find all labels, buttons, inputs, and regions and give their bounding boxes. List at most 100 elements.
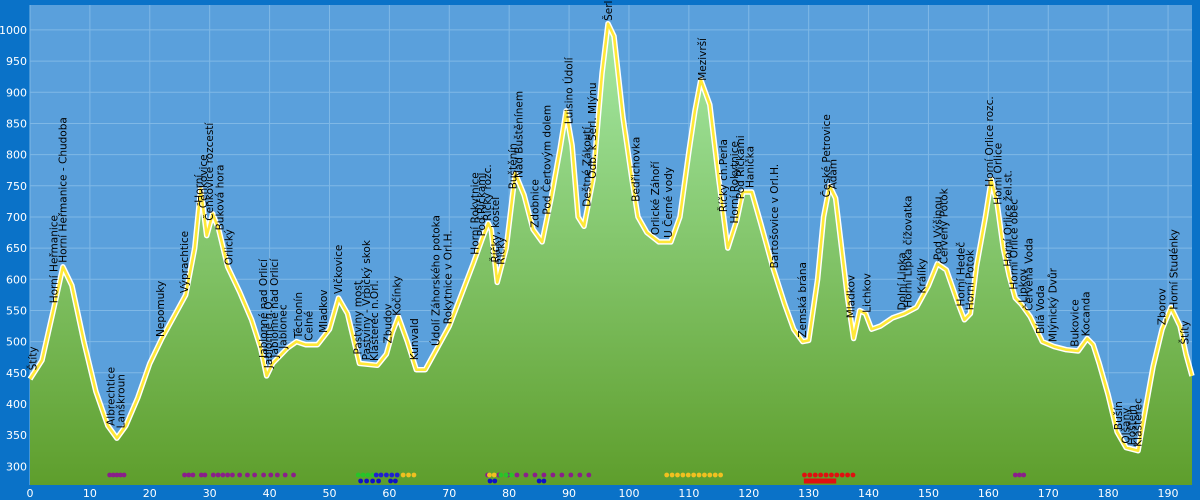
bottom-markers [107,472,1027,484]
place-label: Odb. k Šerl. Mlýnu [586,82,599,178]
marker-dot [376,478,381,484]
place-label: Lipkov [1018,269,1030,303]
marker-dot [230,472,235,478]
y-axis: 300 350 400 450 500 550 600 650 700 750 800 850 900 9… [0,24,27,473]
x-tick-label: 70 [442,487,456,500]
place-label: Štíty [27,346,40,370]
y-tick-label: 650 [6,242,27,255]
x-tick-label: 120 [738,487,759,500]
marker-dot [110,472,116,478]
place-label: Zbudov [383,304,395,344]
marker-dot [487,478,493,484]
place-label: Pod Čertovým dolem [540,105,553,215]
marker-dot [237,472,243,478]
place-label: Orlický [223,229,235,265]
marker-dot [818,472,824,478]
marker-dot [586,472,592,478]
x-tick-label: 180 [1098,487,1119,500]
place-label: Pod Říčkami [475,173,488,237]
place-label: Údolí Záhorského potoka [430,215,443,346]
place-label: Říčky rozc. [481,164,494,220]
marker-dot [220,472,226,478]
marker-dot [541,472,547,478]
x-tick-label: 160 [978,487,999,500]
place-label: Horní Studénky [1169,229,1181,310]
place-label: Jablonné n.O. [263,298,275,369]
place-label: Kočínky [392,276,404,316]
marker-dot [358,478,364,484]
place-label: Těchonín [293,292,305,339]
marker-dot [664,472,670,478]
marker-dot [114,472,120,478]
marker-dot [680,472,686,478]
marker-dot [252,472,258,478]
marker-dot [839,472,845,478]
marker-dot [186,472,192,478]
marker-dot [1021,472,1027,478]
place-label: Výprachtice [179,231,191,293]
marker-dot [261,472,266,478]
marker-dot [503,472,509,478]
x-tick-label: 40 [263,487,277,500]
place-label: Klášterec n.Orl. [369,280,381,361]
place-label: Adam [828,159,840,189]
y-tick-label: 350 [6,429,27,442]
marker-dot [675,472,680,478]
place-label: Zemská brána [797,262,809,338]
place-label: Pastviny - Vrbičký skok [361,239,373,360]
marker-dot [225,472,231,478]
marker-dot [559,472,565,478]
marker-dot [696,472,702,478]
marker-dot [364,478,370,484]
marker-dot [491,472,497,478]
place-label: Červený Potok [938,187,951,264]
y-tick-label: 800 [6,149,27,162]
route-line [28,22,1194,452]
place-label: Horní Heřmanice - Chudoba [57,117,69,263]
marker-dot [389,472,395,478]
place-label: Jablonné nad Orlicí [269,258,281,359]
x-tick-label: 0 [27,487,34,500]
y-tick-label: 700 [6,211,27,224]
place-label: Jablonec [277,304,289,350]
marker-dot [823,472,829,478]
place-label: Šerlich [602,0,615,21]
marker-dot [669,472,675,478]
place-label: Štíty [1178,320,1191,344]
x-tick-label: 140 [858,487,879,500]
y-tick-label: 600 [6,273,27,286]
place-label: Mlýnický Dvůr [1048,267,1060,342]
marker-dot [392,478,398,484]
marker-dot [121,472,127,478]
x-tick-label: 30 [203,487,217,500]
marker-dot [274,472,280,478]
marker-dot [829,472,834,478]
place-label: Horní Orlice [992,143,1004,205]
place-label: Čenkovice [197,154,210,208]
place-label: Horní Orlice obec [1009,199,1021,290]
marker-dot [291,472,296,478]
marker-bar [803,478,837,484]
x-tick-label: 50 [322,487,336,500]
marker-dot [365,472,371,478]
place-label: Mladkov [318,289,330,332]
place-label: Mladkov [846,275,858,318]
x-tick-label: 170 [1038,487,1059,500]
marker-dot [107,472,113,478]
place-label: Pastviny most [353,281,365,354]
place-label: Pod Výšinou [933,196,945,260]
marker-dot [388,478,393,484]
x-tick-label: 130 [798,487,819,500]
marker-dot [707,472,713,478]
marker-dot [245,472,250,478]
place-label: Říčky, kostel [489,197,502,263]
x-tick-label: 150 [918,487,939,500]
x-tick-label: 90 [562,487,576,500]
marker-dot [210,472,216,478]
place-label: Hoštejn [1127,405,1139,445]
place-label: Čenkovice rozcestí [203,122,216,221]
y-tick-label: 950 [6,55,27,68]
place-label: Deštné Zákoutí [582,126,594,207]
